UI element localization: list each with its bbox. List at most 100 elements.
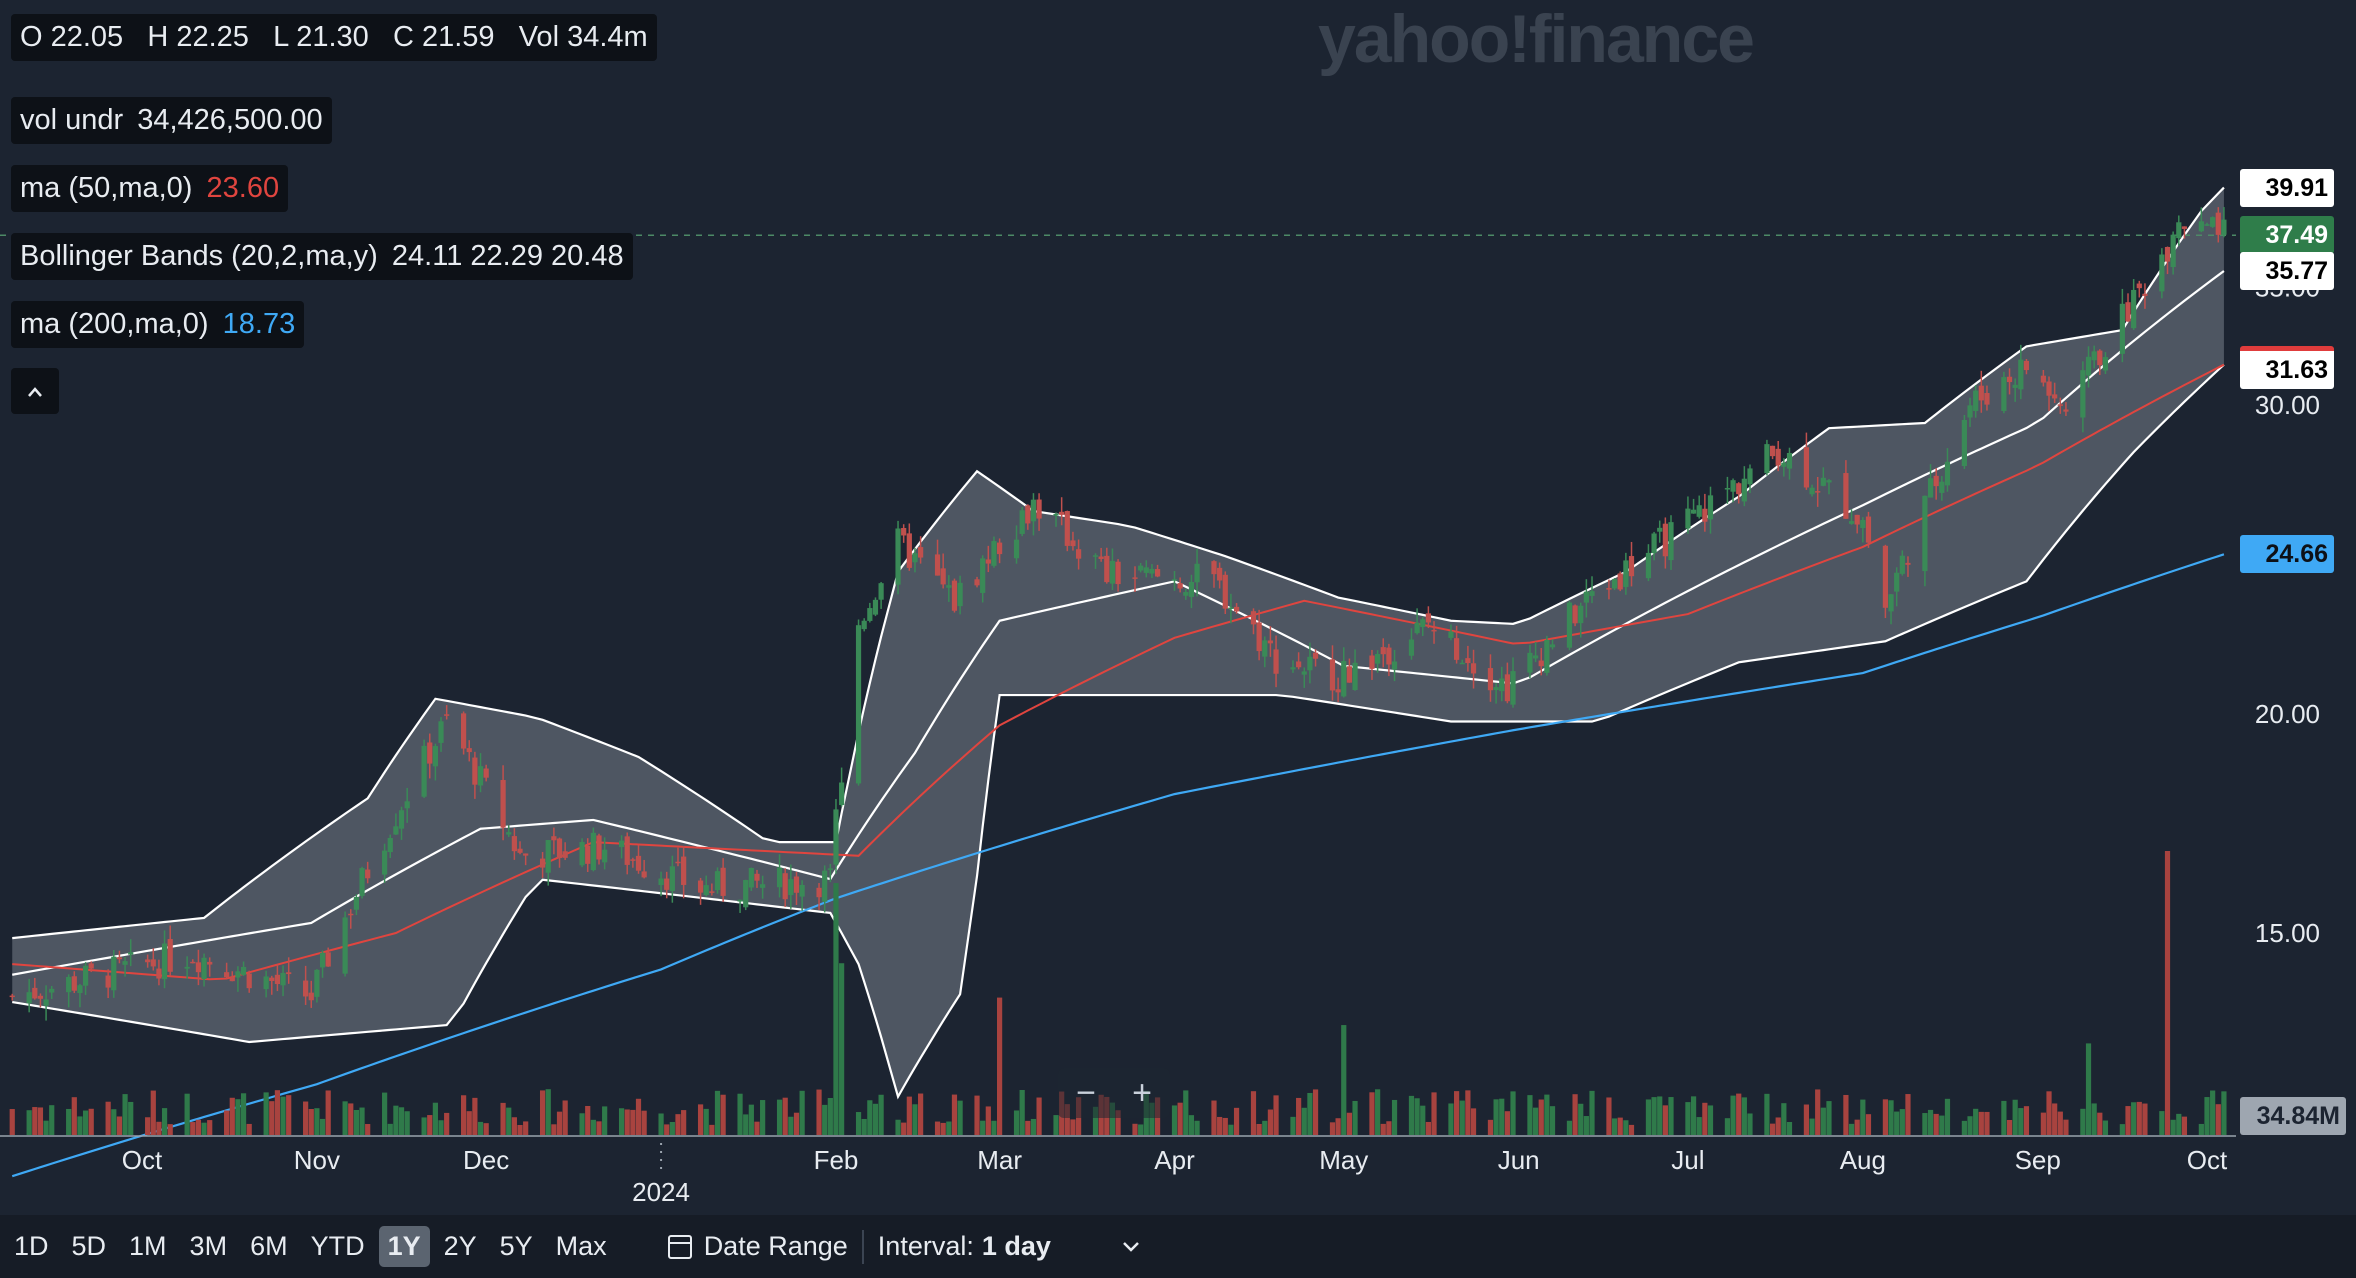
volume-bar <box>2001 1100 2007 1135</box>
ma200-legend[interactable]: ma (200,ma,0) 18.73 <box>11 301 305 348</box>
candle-body <box>2204 224 2210 226</box>
volume-bar <box>1487 1119 1494 1135</box>
volume-bar <box>240 1093 247 1135</box>
collapse-legend-button[interactable] <box>11 368 59 414</box>
candle-body <box>1843 473 1849 519</box>
candle-body <box>641 871 647 878</box>
candle-body <box>314 969 320 997</box>
volume-bar <box>1329 1122 1336 1135</box>
volume-bar <box>1764 1093 1770 1135</box>
range-button-1m[interactable]: 1M <box>129 1231 167 1261</box>
volume-bar <box>895 1119 901 1135</box>
volume-legend[interactable]: vol undr 34,426,500.00 <box>11 97 332 144</box>
candle-body <box>1369 655 1375 669</box>
volume-bar <box>201 1122 207 1135</box>
volume-bar <box>517 1124 523 1135</box>
date-range-button[interactable]: Date Range <box>667 1231 848 1262</box>
volume-bar <box>551 1124 557 1135</box>
range-button-2y[interactable]: 2Y <box>443 1231 477 1261</box>
volume-bar <box>2204 1097 2210 1135</box>
candle-body <box>1882 545 1889 608</box>
candle-body <box>1578 605 1584 624</box>
candle-body <box>240 966 247 975</box>
volume-bar <box>1414 1098 1420 1135</box>
ma50-line <box>12 363 2225 981</box>
candle-body <box>466 748 472 753</box>
candle-body <box>1899 555 1905 574</box>
volume-bar <box>1070 1119 1076 1135</box>
volume-bar <box>1425 1121 1431 1135</box>
price-badge: 37.49 <box>2240 216 2334 255</box>
volume-bar <box>1769 1123 1776 1135</box>
volume-bar <box>1775 1117 1781 1135</box>
volume-bar <box>720 1094 726 1135</box>
candle-body <box>1262 640 1268 657</box>
candle-body <box>1927 478 1934 498</box>
candle-body <box>1132 577 1138 579</box>
volume-bar <box>1369 1092 1375 1135</box>
candle-body <box>946 585 952 588</box>
range-button-5y[interactable]: 5Y <box>499 1231 533 1261</box>
candle-body <box>2136 283 2142 289</box>
range-button-ytd[interactable]: YTD <box>310 1231 365 1261</box>
range-button-3m[interactable]: 3M <box>189 1231 228 1261</box>
x-tick-label: Jul <box>1671 1145 1704 1175</box>
price-chart[interactable]: Oct Nov Dec 2024 Feb Mar Apr May Jun Jul Aug Sep Oct… <box>0 0 2356 1215</box>
range-buttons: 1D 5D 1M 3M 6M YTD 1Y 2Y 5Y Max <box>0 1226 616 1267</box>
price-badge: 31.63 <box>2240 345 2334 389</box>
candle-body <box>776 867 783 888</box>
candle-body <box>156 968 162 979</box>
candle-body <box>280 972 286 986</box>
volume-bar <box>1566 1120 1573 1135</box>
candle-body <box>1228 607 1234 609</box>
chart-canvas[interactable]: Oct Nov Dec 2024 Feb Mar Apr May Jun Jul Aug Sep Oct… <box>0 0 2356 1215</box>
candle-body <box>1454 638 1460 660</box>
volume-bar <box>224 1110 230 1135</box>
interval-select[interactable]: Interval: 1 day <box>878 1231 1141 1262</box>
candle-body <box>1188 581 1195 597</box>
ma50-legend[interactable]: ma (50,ma,0) 23.60 <box>11 165 289 212</box>
candle-body <box>1431 629 1437 632</box>
x-tick-label: Feb <box>814 1145 859 1175</box>
volume-bar <box>263 1092 269 1135</box>
range-button-6m[interactable]: 6M <box>250 1231 288 1261</box>
volume-bar <box>624 1109 630 1135</box>
candle-body <box>1628 556 1635 577</box>
candle-body <box>788 879 794 896</box>
ohlc-values: O 22.05 H 22.25 L 21.30 C 21.59 Vol 34.4… <box>20 21 648 53</box>
candle-body <box>1747 468 1753 485</box>
candle-body <box>444 714 450 716</box>
volume-bar <box>1132 1123 1138 1135</box>
candle-body <box>26 992 32 1004</box>
volume-bar <box>2023 1106 2030 1135</box>
candle-body <box>319 952 326 968</box>
volume-bar <box>901 1122 907 1135</box>
candle-body <box>398 810 405 829</box>
candle-body <box>246 973 252 989</box>
volume-bar <box>1860 1099 1866 1135</box>
range-button-5d[interactable]: 5D <box>71 1231 107 1261</box>
candle-body <box>382 850 388 875</box>
candle-body <box>793 876 800 893</box>
volume-bar <box>319 1118 326 1135</box>
range-button-1y[interactable]: 1Y <box>378 1226 430 1267</box>
bollinger-legend[interactable]: Bollinger Bands (20,2,ma,y) 24.11 22.29 … <box>11 233 633 280</box>
zoom-in-button[interactable]: + <box>1132 1073 1152 1112</box>
candle-body <box>105 975 111 988</box>
candle-body <box>1566 602 1573 648</box>
volume-bar <box>709 1124 715 1135</box>
volume-bar <box>996 997 1003 1135</box>
volume-bar <box>822 1104 828 1135</box>
volume-bar <box>1927 1109 1934 1135</box>
candle-body <box>1386 647 1392 665</box>
volume-bar <box>1092 1106 1099 1135</box>
volume-bar <box>1380 1123 1386 1135</box>
volume-bar <box>438 1120 444 1135</box>
candle-body <box>432 746 438 767</box>
volume-bar <box>66 1108 72 1135</box>
zoom-out-button[interactable]: − <box>1076 1073 1096 1112</box>
range-button-max[interactable]: Max <box>555 1231 607 1261</box>
volume-bar <box>861 1118 867 1135</box>
candle-body <box>1341 660 1347 697</box>
range-button-1d[interactable]: 1D <box>14 1231 49 1261</box>
